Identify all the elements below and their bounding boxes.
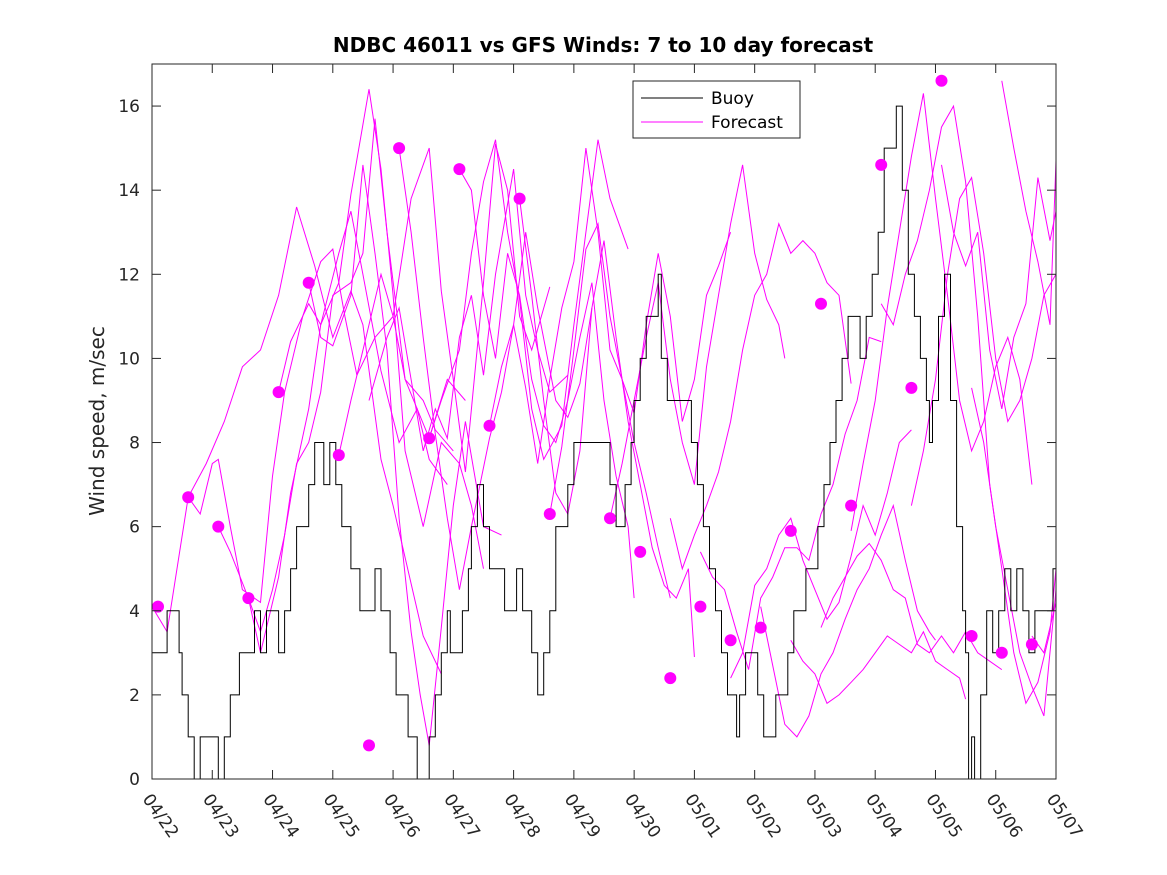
y-tick-label: 2 [129,686,140,706]
y-tick-label: 14 [118,181,140,201]
forecast-line-26 [971,387,1057,717]
forecast-line-4 [247,118,466,634]
x-tick-label: 04/27 [439,790,483,842]
plot-frame [151,63,1057,780]
x-tick-label: 04/24 [258,790,302,842]
x-tick-label: 04/23 [198,790,242,842]
x-tick-label: 04/26 [379,790,423,842]
forecast-line-2 [187,248,454,604]
y-tick-label: 6 [129,518,140,538]
forecast-marker-20 [754,621,767,634]
forecast-line-24 [910,176,1057,506]
forecast-line-20 [790,630,967,705]
forecast-line-8 [368,169,569,452]
forecast-marker-27 [965,630,978,642]
forecast-line-11 [458,168,635,599]
forecast-line-27 [1001,80,1057,325]
forecast-marker-3 [212,520,225,533]
forecast-marker-22 [815,297,827,310]
forecast-marker-24 [875,158,888,171]
y-tick-label: 12 [118,265,140,285]
forecast-line-19 [760,503,936,738]
forecast-marker-26 [935,74,948,87]
forecast-marker-11 [453,163,466,176]
forecast-line-22 [850,93,1033,531]
forecast-line-9 [398,148,593,590]
forecast-line-16 [669,222,852,571]
x-tick-label: 04/30 [620,790,664,842]
forecast-marker-15 [604,512,616,525]
forecast-marker-23 [845,499,858,512]
forecast-marker-19 [724,634,737,647]
forecast-line-5 [278,89,484,569]
forecast-markers [152,74,1038,752]
x-tick-label: 04/29 [560,790,604,842]
forecast-line-1 [151,206,442,675]
y-tick-label: 4 [129,602,140,622]
x-tick-label: 05/07 [1042,790,1086,842]
forecast-marker-8 [363,739,375,752]
x-tick-label: 05/04 [861,790,905,842]
forecast-line-7 [338,143,551,473]
forecast-marker-16 [634,545,647,558]
y-tick-label: 10 [118,349,140,369]
forecast-marker-7 [332,449,345,462]
x-tick-label: 05/02 [741,790,785,842]
forecast-marker-21 [784,524,797,537]
plot-background [152,64,1056,779]
forecast-marker-12 [483,419,496,432]
forecast-marker-18 [694,600,707,613]
forecast-marker-9 [393,142,406,155]
legend-box [632,80,801,139]
x-tick-label: 05/01 [680,790,724,842]
buoy-line [152,105,1056,780]
forecast-marker-25 [905,381,918,394]
forecast-marker-6 [302,276,315,289]
x-tick-label: 05/06 [982,790,1026,842]
y-tick-label: 16 [118,97,140,117]
forecast-marker-4 [242,592,255,605]
forecast-marker-29 [1025,638,1038,651]
forecast-marker-2 [182,491,195,504]
forecast-marker-28 [995,646,1008,659]
y-tick-label: 8 [129,434,140,454]
chart-title: NDBC 46011 vs GFS Winds: 7 to 10 day for… [333,33,874,57]
y-axis: 0 2 4 6 8 10 12 14 16 [118,97,1056,790]
legend-forecast-label: Forecast [711,113,783,133]
forecast-marker-14 [543,508,556,520]
forecast-line-17 [699,336,882,670]
buoy-series-line [152,105,1056,780]
forecast-line-25 [941,164,1057,410]
forecast-marker-17 [664,672,677,685]
forecast-line-13 [519,198,695,658]
plot-area [151,63,1057,780]
forecast-marker-1 [152,600,164,613]
x-tick-label: 04/22 [138,790,182,842]
forecast-line-6 [308,164,502,746]
y-tick-label: 0 [129,770,140,790]
x-tick-label: 05/05 [921,790,965,842]
forecast-marker-10 [423,432,436,445]
y-axis-label: Wind speed, m/sec [85,326,109,516]
x-tick-label: 04/28 [500,790,544,842]
forecast-line-10 [428,139,629,461]
forecast-marker-13 [513,192,526,205]
x-tick-label: 04/25 [319,790,363,842]
forecast-line-21 [820,542,1003,671]
legend-buoy-label: Buoy [711,89,754,109]
legend: Buoy Forecast [632,80,801,139]
forecast-line-18 [730,429,912,679]
forecast-line-12 [489,148,671,599]
forecast-marker-5 [272,386,285,399]
x-tick-label: 05/03 [801,790,845,842]
